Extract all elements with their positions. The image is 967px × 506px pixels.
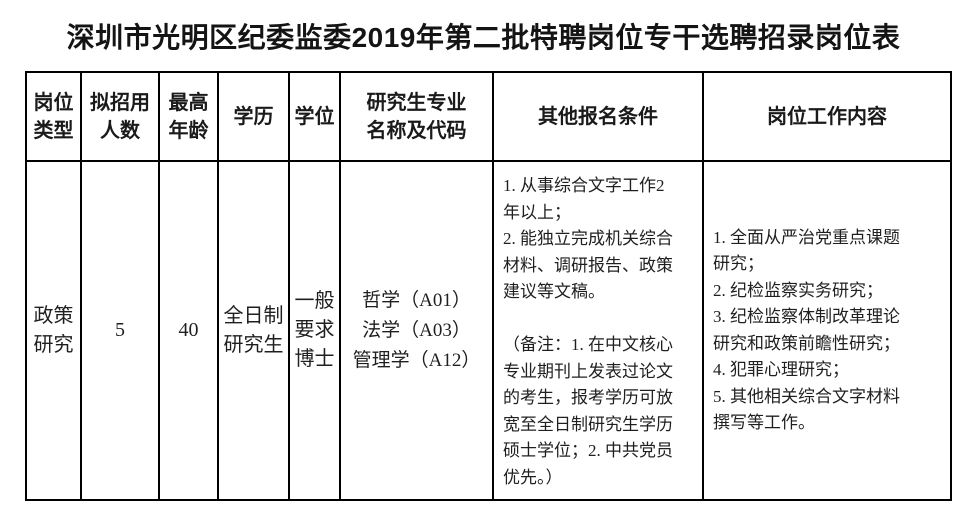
table-row: 政策 研究 5 40 全日制 研究生 一般 要求 博士 哲学（A01） 法学（A… [25, 160, 952, 501]
cell-position-type: 政策 研究 [25, 160, 82, 501]
header-planned-recruits: 拟招用 人数 [80, 71, 160, 162]
header-other-conditions: 其他报名条件 [492, 71, 704, 162]
cell-degree: 一般 要求 博士 [288, 160, 341, 501]
cell-graduate-majors: 哲学（A01） 法学（A03） 管理学（A12） [339, 160, 494, 501]
cell-education: 全日制 研究生 [217, 160, 290, 501]
header-job-duties: 岗位工作内容 [702, 71, 952, 162]
cell-job-duties: 1. 全面从严治党重点课题 研究； 2. 纪检监察实务研究； 3. 纪检监察体制… [702, 160, 952, 501]
header-graduate-majors: 研究生专业 名称及代码 [339, 71, 494, 162]
table-header-row: 岗位 类型 拟招用 人数 最高 年龄 学历 学位 研究生专业 名称及代码 其他报… [25, 71, 952, 162]
recruitment-table: 岗位 类型 拟招用 人数 最高 年龄 学历 学位 研究生专业 名称及代码 其他报… [25, 71, 952, 501]
header-education: 学历 [217, 71, 290, 162]
header-degree: 学位 [288, 71, 341, 162]
cell-planned-recruits: 5 [80, 160, 160, 501]
cell-other-conditions: 1. 从事综合文字工作2 年以上； 2. 能独立完成机关综合 材料、调研报告、政… [492, 160, 704, 501]
header-max-age: 最高 年龄 [158, 71, 219, 162]
header-position-type: 岗位 类型 [25, 71, 82, 162]
page-title: 深圳市光明区纪委监委2019年第二批特聘岗位专干选聘招录岗位表 [66, 22, 901, 53]
cell-max-age: 40 [158, 160, 219, 501]
